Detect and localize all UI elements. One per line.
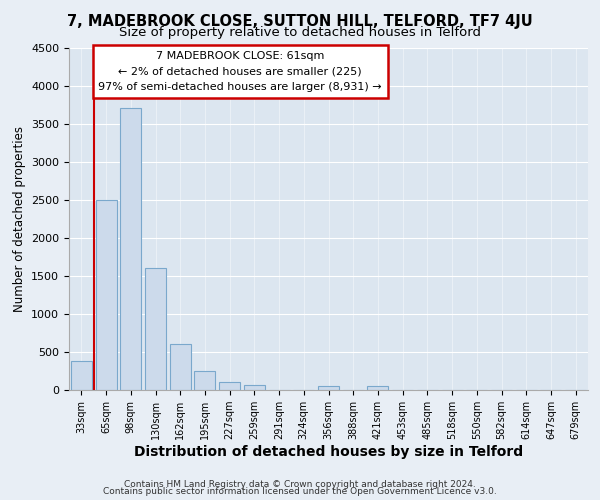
Bar bbox=[219, 382, 240, 390]
Bar bbox=[120, 108, 141, 390]
Bar bbox=[194, 371, 215, 390]
Bar bbox=[145, 268, 166, 390]
Text: 7, MADEBROOK CLOSE, SUTTON HILL, TELFORD, TF7 4JU: 7, MADEBROOK CLOSE, SUTTON HILL, TELFORD… bbox=[67, 14, 533, 29]
Bar bbox=[244, 386, 265, 390]
X-axis label: Distribution of detached houses by size in Telford: Distribution of detached houses by size … bbox=[134, 445, 523, 459]
Bar bbox=[318, 386, 339, 390]
Text: 7 MADEBROOK CLOSE: 61sqm
← 2% of detached houses are smaller (225)
97% of semi-d: 7 MADEBROOK CLOSE: 61sqm ← 2% of detache… bbox=[98, 51, 382, 92]
Bar bbox=[95, 200, 116, 390]
Bar bbox=[367, 386, 388, 390]
Text: Contains HM Land Registry data © Crown copyright and database right 2024.: Contains HM Land Registry data © Crown c… bbox=[124, 480, 476, 489]
Bar bbox=[71, 361, 92, 390]
Bar bbox=[170, 344, 191, 390]
Text: Size of property relative to detached houses in Telford: Size of property relative to detached ho… bbox=[119, 26, 481, 39]
Y-axis label: Number of detached properties: Number of detached properties bbox=[13, 126, 26, 312]
Text: Contains public sector information licensed under the Open Government Licence v3: Contains public sector information licen… bbox=[103, 487, 497, 496]
